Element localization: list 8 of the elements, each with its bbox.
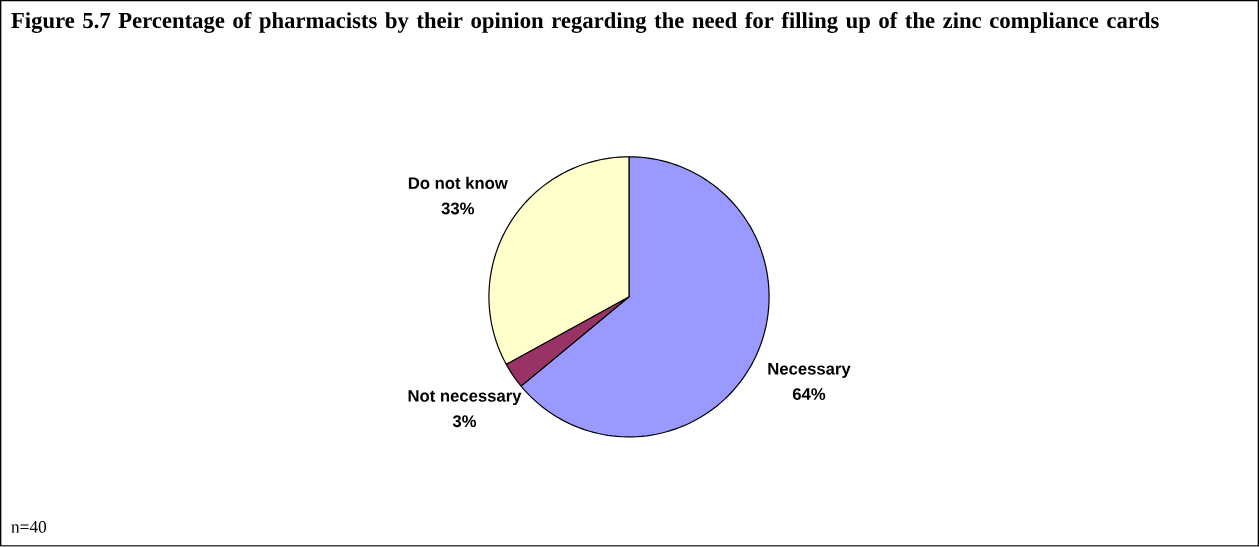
data-label: 64% — [792, 388, 826, 401]
data-label: 3% — [452, 415, 477, 428]
slice-label: Necessary — [768, 363, 851, 379]
slice-label: Do not know — [408, 176, 508, 190]
text: n=40 — [11, 521, 47, 533]
data-label: 33% — [441, 202, 475, 215]
chart-title: Figure 5.7 Percentage of pharmacists by their opinion regarding the need for filling up of the zinc compliance cards — [11, 12, 1159, 34]
slice-label: Not necessary — [408, 390, 522, 406]
